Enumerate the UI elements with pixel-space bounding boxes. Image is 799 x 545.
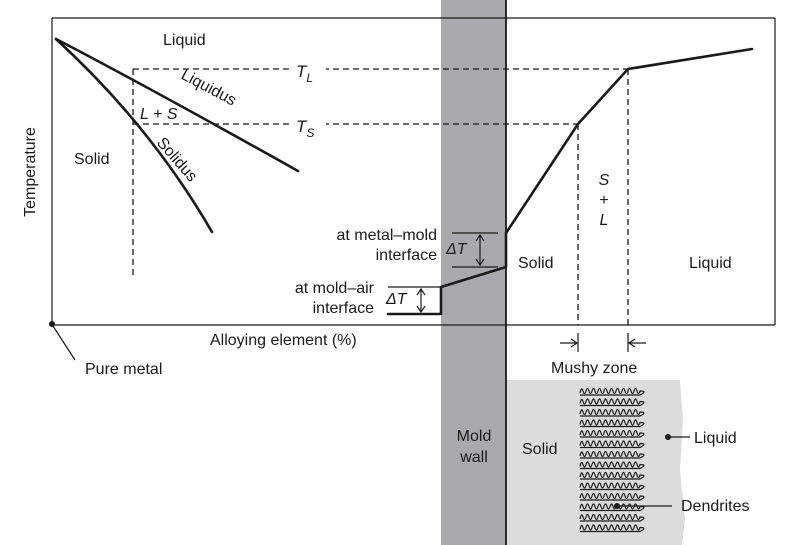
mold-air-label-line1: at mold–air <box>295 280 375 297</box>
dendrite-arm <box>579 450 645 459</box>
dendrites <box>579 387 645 533</box>
casting-solid-label: Solid <box>522 441 558 458</box>
two-phase-label: L + S <box>140 106 178 123</box>
mushy-s-label: S <box>599 172 610 189</box>
liquidus-curve <box>54 37 300 173</box>
mushy-zone-label: Mushy zone <box>551 360 637 377</box>
pure-metal-leader <box>52 325 76 361</box>
solidus-curve <box>54 37 214 234</box>
pure-metal-dot <box>49 321 55 327</box>
ts-label: TS <box>296 117 314 140</box>
profile-liquid-label: Liquid <box>689 255 732 272</box>
delta-t-metal-mold-label: ΔT <box>445 241 468 258</box>
dendrite-arm <box>579 440 645 449</box>
phase-solid-label: Solid <box>74 151 110 168</box>
dendrite-arm <box>579 524 645 533</box>
tl-label: TL <box>296 62 313 85</box>
dendrite-arm <box>579 387 645 396</box>
delta-t-arrowheads-lower <box>416 287 426 314</box>
mold-wall-label-line1: Mold <box>457 428 492 445</box>
delta-t-arrowheads-upper <box>475 233 485 267</box>
metal-mold-label-line1: at metal–mold <box>337 227 438 244</box>
x-axis-label: Alloying element (%) <box>210 332 357 349</box>
temperature-axis-label: Temperature <box>22 127 39 217</box>
dendrite-arm <box>579 408 645 417</box>
mushy-l-label: L <box>600 212 609 229</box>
profile-solid-label: Solid <box>518 255 554 272</box>
mold-wall-label-line2: wall <box>459 449 488 466</box>
dendrite-arm <box>579 513 645 522</box>
dendrite-arm <box>579 471 645 480</box>
dendrites-label: Dendrites <box>681 498 749 515</box>
dendrite-arm <box>579 503 645 512</box>
pure-metal-label: Pure metal <box>85 361 162 378</box>
mold-wall <box>441 0 506 545</box>
metal-mold-label-line2: interface <box>376 247 437 264</box>
liquidus-label: Liquidus <box>178 67 239 110</box>
delta-t-mold-air-label: ΔT <box>385 291 408 308</box>
mushy-right-arrow <box>627 338 646 348</box>
dendrite-arm <box>579 398 645 407</box>
mushy-left-arrow <box>560 338 579 348</box>
dendrite-arm <box>579 461 645 470</box>
casting-liquid-edge <box>640 380 685 545</box>
dendrite-arm <box>579 492 645 501</box>
mushy-plus-label: + <box>599 192 608 209</box>
temperature-profile <box>386 47 754 316</box>
dendrite-arm <box>579 482 645 491</box>
mold-air-label-line2: interface <box>313 300 374 317</box>
dendrite-arm <box>579 429 645 438</box>
casting-liquid-label: Liquid <box>694 430 737 447</box>
phase-liquid-label: Liquid <box>163 32 206 49</box>
dendrite-arm <box>579 419 645 428</box>
